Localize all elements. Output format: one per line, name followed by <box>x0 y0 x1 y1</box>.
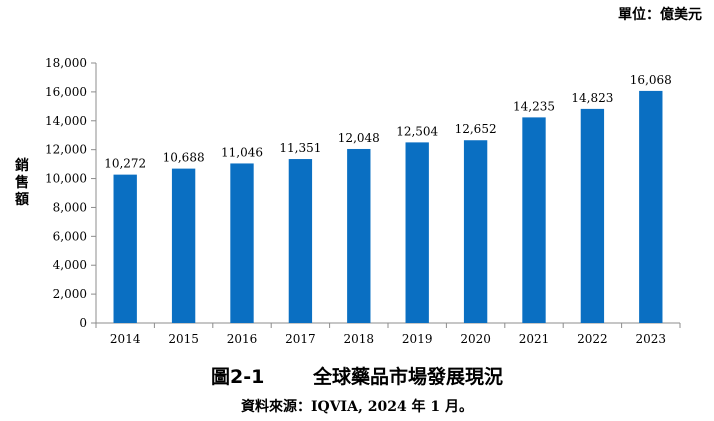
x-tick-label: 2021 <box>519 332 550 346</box>
y-axis-title-char: 售 <box>14 174 29 191</box>
y-tick-label: 14,000 <box>45 114 87 128</box>
y-tick-label: 16,000 <box>45 85 87 99</box>
data-label: 12,652 <box>455 122 497 136</box>
y-tick-label: 0 <box>79 316 87 330</box>
figure-number: 圖2-1 <box>211 366 265 388</box>
y-tick-label: 4,000 <box>53 258 87 272</box>
data-label: 10,272 <box>104 157 146 171</box>
bar <box>230 163 254 323</box>
bar <box>522 117 546 323</box>
data-label: 12,048 <box>338 131 380 145</box>
x-tick-label: 2017 <box>285 332 316 346</box>
y-tick-label: 6,000 <box>53 229 87 243</box>
bar <box>347 148 371 323</box>
bar <box>288 159 313 323</box>
data-label: 14,823 <box>571 91 613 105</box>
data-label: 12,504 <box>396 124 438 138</box>
x-tick-label: 2022 <box>577 332 608 346</box>
source-note: 資料來源：IQVIA, 2024 年 1 月。 <box>240 399 474 415</box>
data-label: 14,235 <box>513 99 555 113</box>
data-label: 11,046 <box>221 145 263 159</box>
x-tick-label: 2018 <box>344 332 375 346</box>
bar <box>463 140 488 323</box>
data-label: 16,068 <box>630 73 672 87</box>
y-tick-label: 18,000 <box>45 56 87 70</box>
x-tick-label: 2014 <box>110 332 141 346</box>
bar-chart: 0 2,000 4,000 6,000 8,000 10,000 12,000 14,000 1… <box>14 56 681 346</box>
bar <box>171 168 196 323</box>
bar <box>405 142 429 323</box>
x-tick-label: 2015 <box>168 332 199 346</box>
bar <box>580 108 605 323</box>
bar <box>639 90 663 323</box>
x-tick-label: 2019 <box>402 332 433 346</box>
y-tick-label: 12,000 <box>45 143 87 157</box>
bar <box>113 174 137 323</box>
x-tick-label: 2023 <box>636 332 667 346</box>
unit-label: 單位：億美元 <box>618 7 702 23</box>
y-axis-title-char: 銷 <box>15 157 29 174</box>
y-axis-title-char: 額 <box>14 191 29 208</box>
data-label: 10,688 <box>163 151 205 165</box>
x-tick-label: 2020 <box>460 332 491 346</box>
data-label: 11,351 <box>279 141 321 155</box>
x-tick-label: 2016 <box>227 332 258 346</box>
y-tick-label: 10,000 <box>45 172 87 186</box>
y-tick-label: 2,000 <box>53 287 87 301</box>
figure-caption: 圖2-1 全球藥品市場發展現況 <box>0 362 714 389</box>
y-tick-label: 8,000 <box>53 200 87 214</box>
figure-title: 全球藥品市場發展現況 <box>312 366 503 388</box>
